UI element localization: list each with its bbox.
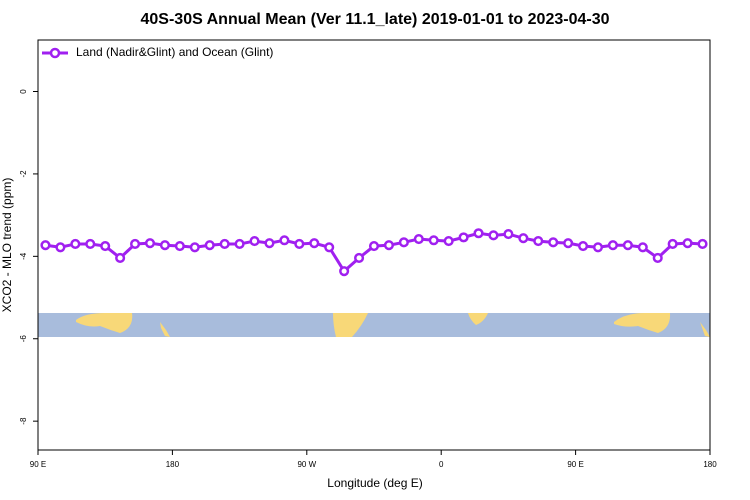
point — [458, 232, 469, 243]
point — [443, 236, 454, 247]
y-axis-label: XCO2 - MLO trend (ppm) — [0, 178, 14, 313]
x-tick-label: 90 W — [297, 460, 316, 469]
point — [398, 237, 409, 248]
point — [264, 238, 275, 249]
point — [174, 240, 185, 252]
point — [697, 238, 708, 250]
point — [368, 240, 380, 252]
x-tick-label: 0 — [439, 460, 444, 469]
legend-label: Land (Nadir&Glint) and Ocean (Glint) — [76, 45, 273, 59]
plot-frame — [37, 39, 711, 451]
point — [130, 238, 141, 250]
point — [503, 229, 514, 240]
point — [85, 238, 96, 250]
y-tick-label: -4 — [19, 252, 28, 260]
point — [637, 242, 648, 253]
point — [55, 242, 66, 253]
point — [234, 238, 245, 250]
y-tick-label: -2 — [19, 170, 28, 178]
point — [607, 240, 618, 251]
point — [354, 252, 365, 264]
point — [592, 242, 604, 253]
point — [488, 230, 499, 241]
chart-title: 40S-30S Annual Mean (Ver 11.1_late) 2019… — [141, 11, 610, 28]
legend: Land (Nadir&Glint) and Ocean (Glint) — [42, 45, 273, 59]
point — [189, 242, 200, 253]
point — [473, 228, 484, 239]
x-tick-label: 180 — [166, 460, 180, 469]
point — [249, 236, 260, 247]
x-tick-label: 90 E — [30, 460, 46, 469]
x-tick-label: 90 E — [567, 460, 583, 469]
y-tick-label: -8 — [19, 417, 28, 425]
x-tick-label: 180 — [703, 460, 717, 469]
point — [563, 238, 574, 249]
point — [383, 240, 394, 251]
point — [219, 238, 230, 250]
series-line — [45, 231, 703, 274]
point — [518, 233, 529, 244]
point — [324, 242, 335, 253]
point — [279, 235, 290, 246]
map-band — [38, 313, 710, 337]
point — [70, 238, 81, 250]
point — [578, 240, 589, 252]
point — [204, 240, 215, 251]
point — [309, 238, 320, 249]
point — [144, 238, 156, 249]
point — [159, 240, 170, 251]
point — [652, 252, 663, 264]
x-axis-label: Longitude (deg E) — [327, 476, 422, 490]
point — [413, 233, 424, 245]
point — [533, 236, 544, 247]
point — [548, 237, 559, 248]
point — [100, 240, 111, 252]
point — [622, 240, 633, 251]
point — [294, 238, 305, 250]
point — [682, 238, 693, 249]
point — [428, 235, 439, 246]
point — [40, 240, 51, 251]
point — [339, 266, 350, 277]
y-tick-label: -6 — [19, 335, 28, 343]
y-tick-label: 0 — [19, 89, 28, 94]
point — [115, 252, 126, 264]
point — [667, 238, 678, 250]
legend-marker — [49, 47, 61, 59]
